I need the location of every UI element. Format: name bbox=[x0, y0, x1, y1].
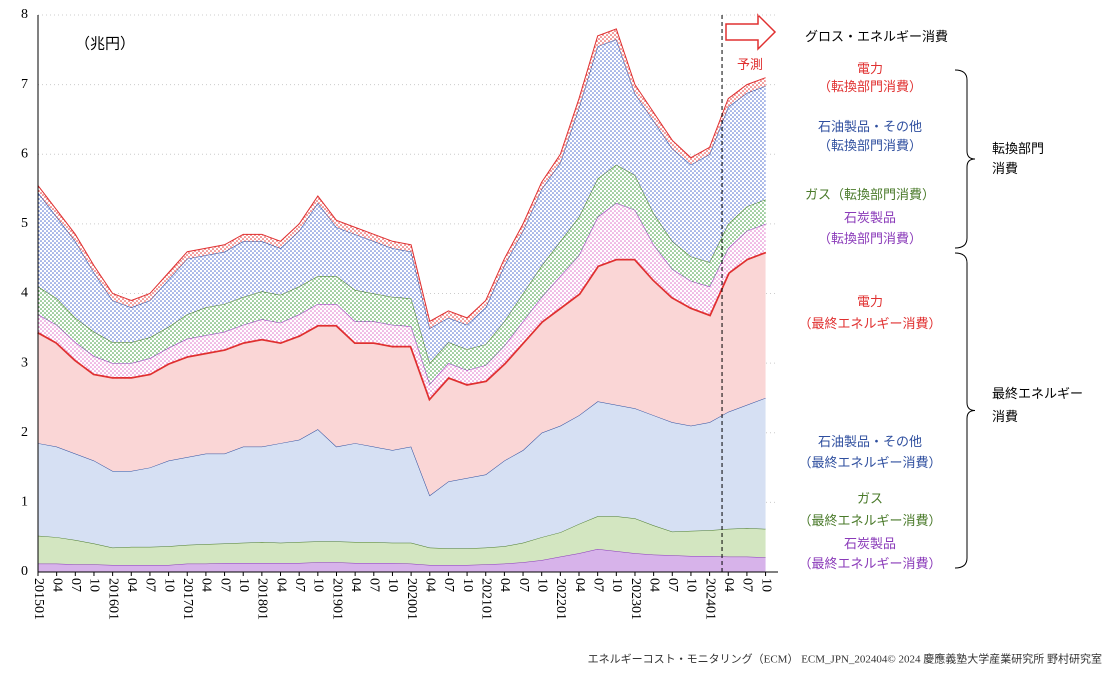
plot bbox=[37, 14, 778, 572]
legend-label: 石炭製品 bbox=[844, 210, 896, 225]
x-tick-label: 201901 bbox=[329, 578, 344, 620]
legend-label: 電力 bbox=[857, 61, 883, 76]
group-label: 最終エネルギー bbox=[992, 386, 1083, 401]
area bbox=[38, 516, 766, 566]
y-tick-label: 4 bbox=[21, 286, 28, 301]
x-tick-label: 07 bbox=[292, 578, 307, 592]
area bbox=[38, 202, 766, 398]
legend-label: 電力 bbox=[857, 294, 883, 309]
area bbox=[38, 251, 766, 496]
x-tick-label: 10 bbox=[684, 578, 699, 592]
forecast-label: 予測 bbox=[737, 57, 763, 72]
area bbox=[38, 549, 766, 572]
gross-arrow bbox=[725, 13, 777, 51]
legend-label: （転換部門消費） bbox=[818, 138, 922, 153]
x-tick-label: 07 bbox=[516, 578, 531, 592]
area-line bbox=[37, 250, 767, 402]
x-tick-label: 07 bbox=[217, 578, 232, 592]
x-tick-label: 10 bbox=[236, 578, 251, 592]
x-tick-label: 10 bbox=[161, 578, 176, 592]
legend-label: ガス（転換部門消費） bbox=[805, 187, 935, 202]
y-tick-label: 0 bbox=[21, 564, 28, 579]
x-tick-label: 10 bbox=[609, 578, 624, 592]
gross-label: グロス・エネルギー消費 bbox=[805, 29, 948, 44]
x-tick-label: 04 bbox=[199, 578, 214, 592]
x-tick-label: 201701 bbox=[180, 578, 195, 620]
x-tick-label: 04 bbox=[721, 578, 736, 592]
legend-label: （最終エネルギー消費） bbox=[798, 556, 941, 571]
x-tick-label: 04 bbox=[273, 578, 288, 592]
brace bbox=[954, 252, 976, 569]
x-tick-label: 10 bbox=[758, 578, 773, 592]
x-tick-label: 04 bbox=[423, 578, 438, 592]
group-label: 転換部門 bbox=[992, 141, 1044, 156]
area-line bbox=[37, 28, 766, 323]
y-tick-label: 3 bbox=[21, 355, 28, 370]
x-tick-label: 07 bbox=[665, 578, 680, 592]
legend-label: 石炭製品 bbox=[844, 536, 896, 551]
y-tick-label: 1 bbox=[21, 495, 28, 510]
x-tick-label: 07 bbox=[68, 578, 83, 592]
unit-label: （兆円） bbox=[75, 35, 135, 52]
x-tick-label: 202201 bbox=[553, 578, 568, 620]
area bbox=[38, 39, 766, 364]
x-tick-label: 07 bbox=[590, 578, 605, 592]
y-tick-label: 6 bbox=[21, 146, 28, 161]
legend-label: （最終エネルギー消費） bbox=[798, 513, 941, 528]
y-tick-label: 8 bbox=[21, 7, 28, 22]
x-tick-label: 04 bbox=[49, 578, 64, 592]
area bbox=[38, 164, 766, 385]
legend-label: （転換部門消費） bbox=[818, 231, 922, 246]
x-tick-label: 202301 bbox=[628, 578, 643, 620]
x-tick-label: 04 bbox=[348, 578, 363, 592]
x-tick-label: 202101 bbox=[479, 578, 494, 620]
x-tick-label: 07 bbox=[143, 578, 158, 592]
brace bbox=[954, 69, 976, 249]
y-tick-label: 5 bbox=[21, 216, 28, 231]
group-label: 消費 bbox=[992, 409, 1018, 424]
x-tick-label: 10 bbox=[385, 578, 400, 592]
x-tick-label: 10 bbox=[460, 578, 475, 592]
x-tick-label: 202001 bbox=[404, 578, 419, 620]
x-tick-label: 07 bbox=[441, 578, 456, 592]
legend-label: （最終エネルギー消費） bbox=[798, 316, 941, 331]
legend-label: 石油製品・その他 bbox=[818, 119, 922, 134]
legend-label: ガス bbox=[857, 491, 883, 506]
x-tick-label: 10 bbox=[87, 578, 102, 592]
x-tick-label: 201501 bbox=[31, 578, 46, 620]
area bbox=[38, 397, 766, 549]
x-tick-label: 07 bbox=[740, 578, 755, 592]
x-tick-label: 201801 bbox=[255, 578, 270, 620]
x-tick-label: 07 bbox=[367, 578, 382, 592]
x-tick-label: 04 bbox=[124, 578, 139, 592]
legend-label: 石油製品・その他 bbox=[818, 434, 922, 449]
group-label: 消費 bbox=[992, 161, 1018, 176]
x-tick-label: 202401 bbox=[702, 578, 717, 620]
legend-label: （最終エネルギー消費） bbox=[798, 455, 941, 470]
source: エネルギーコスト・モニタリング（ECM） ECM_JPN_202404© 202… bbox=[588, 652, 1102, 666]
area-line bbox=[37, 515, 766, 549]
y-tick-label: 2 bbox=[21, 425, 28, 440]
x-tick-label: 10 bbox=[534, 578, 549, 592]
legend-label: （転換部門消費） bbox=[818, 79, 922, 94]
x-tick-label: 04 bbox=[572, 578, 587, 592]
x-tick-label: 10 bbox=[311, 578, 326, 592]
y-tick-label: 7 bbox=[21, 77, 28, 92]
x-tick-label: 04 bbox=[497, 578, 512, 592]
x-tick-label: 201601 bbox=[105, 578, 120, 620]
x-tick-label: 04 bbox=[646, 578, 661, 592]
